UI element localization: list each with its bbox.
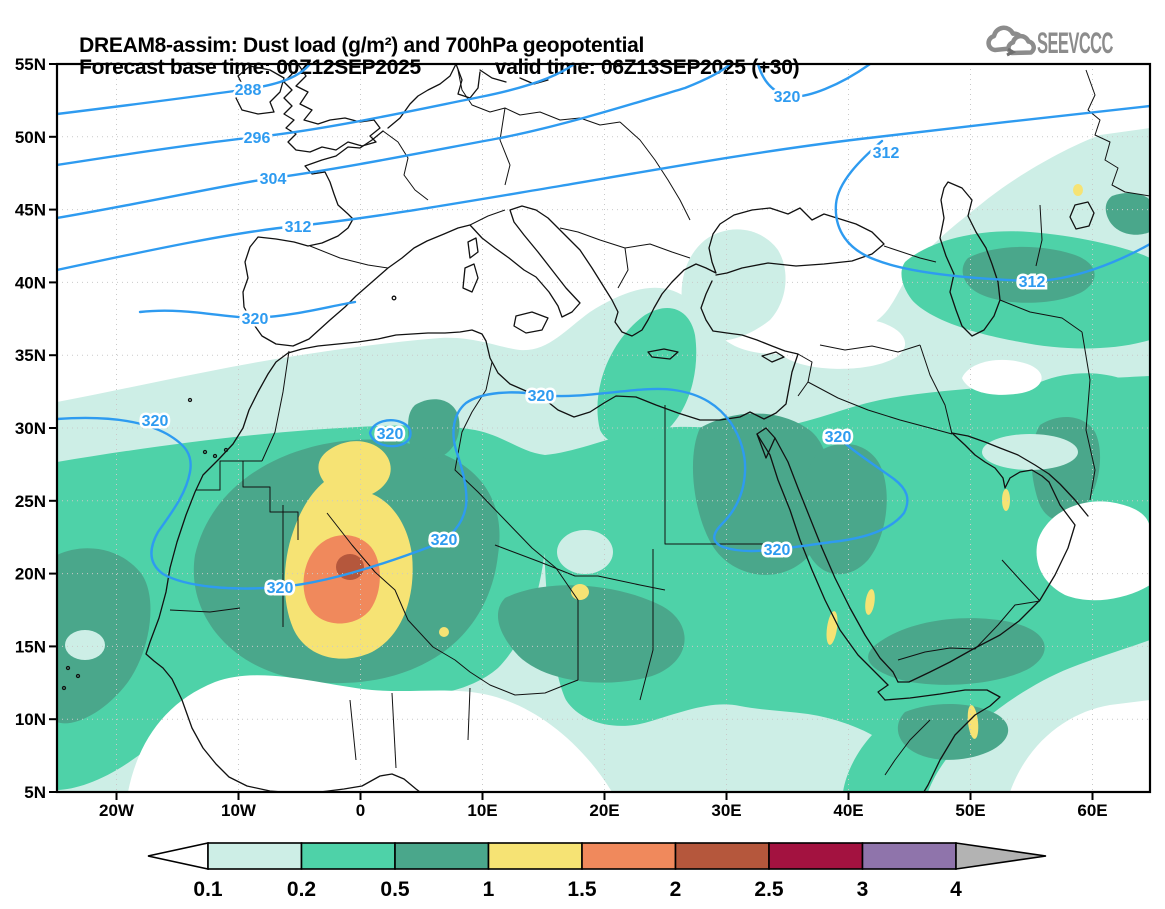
contour-label: 304 — [260, 171, 287, 188]
colorbar-segment — [207, 842, 303, 870]
colorbar-label: 2 — [670, 878, 682, 901]
colorbar: 0.1 0.2 0.5 1 1.5 2 2.5 3 4 — [140, 840, 1060, 909]
contour-label: 320 — [267, 580, 294, 597]
colorbar-label: 1.5 — [567, 878, 597, 901]
y-tick-label: 10N — [15, 710, 46, 729]
colorbar-label: 0.5 — [380, 878, 410, 901]
contour-label: 320 — [431, 532, 458, 549]
x-tick-label: 30E — [711, 801, 741, 820]
y-tick-label: 55N — [15, 55, 46, 74]
x-tick-label: 10E — [467, 801, 497, 820]
colorbar-svg: 0.1 0.2 0.5 1 1.5 2 2.5 3 4 — [147, 842, 1047, 901]
contour-label: 296 — [244, 130, 271, 147]
colorbar-segment — [487, 842, 583, 870]
coastlines — [61, 64, 1095, 792]
chart-subtitle: Forecast base time: 00Z12SEP2025 valid ti… — [57, 32, 799, 104]
contour-label: 320 — [774, 89, 801, 106]
x-tick-label: 60E — [1077, 801, 1107, 820]
colorbar-segment — [300, 842, 396, 870]
colorbar-segment — [674, 842, 770, 870]
contour-label: 320 — [377, 426, 404, 443]
y-tick-label: 40N — [15, 273, 46, 292]
chart-title: DREAM8-assim: Dust load (g/m²) and 700hP… — [57, 10, 644, 82]
colorbar-label: 4 — [950, 878, 962, 901]
colorbar-above-arrow — [955, 842, 1047, 870]
y-tick-label: 45N — [15, 201, 46, 220]
colorbar-segment — [394, 842, 490, 870]
y-tick-label: 5N — [24, 783, 46, 802]
contour-label: 288 — [235, 82, 262, 99]
dust-fill-layer — [57, 128, 1150, 792]
graticule — [57, 64, 1150, 792]
geopotential-contours — [57, 64, 1150, 590]
colorbar-label: 3 — [857, 878, 869, 901]
x-axis: 20W 10W 0 10E 20E 30E 40E 50E 60E — [99, 792, 1108, 820]
contour-label: 312 — [285, 219, 312, 236]
contour-labels: 288 296 304 312 312 312 320 320 320 320 320 320 320 3… — [139, 80, 1048, 600]
logo-text: SEEVCCC — [1037, 26, 1113, 60]
x-tick-label: 50E — [955, 801, 985, 820]
y-tick-label: 20N — [15, 565, 46, 584]
colorbar-segment — [861, 842, 957, 870]
x-tick-label: 40E — [833, 801, 863, 820]
contour-label: 312 — [1019, 274, 1046, 291]
x-tick-label: 10W — [221, 801, 257, 820]
colorbar-below-arrow — [147, 842, 209, 870]
y-axis: 55N 50N 45N 40N 35N 30N 25N 20N 15N 10N 5N — [15, 55, 57, 802]
map-canvas: 288 296 304 312 312 312 320 320 320 320 320 320 320 3… — [15, 55, 1152, 820]
country-borders — [169, 69, 1150, 776]
y-tick-label: 35N — [15, 346, 46, 365]
seevccc-logo: SEEVCCC — [985, 24, 1165, 63]
contour-label: 320 — [528, 388, 555, 405]
map-svg: 288 296 304 312 312 312 320 320 320 320 320 320 320 3… — [15, 55, 1152, 820]
colorbar-label: 2.5 — [754, 878, 784, 901]
cloud-icon — [985, 24, 1037, 63]
x-tick-label: 0 — [356, 801, 365, 820]
colorbar-label: 1 — [483, 878, 495, 901]
contour-label: 320 — [242, 311, 269, 328]
colorbar-segment — [768, 842, 864, 870]
title-text: DREAM8-assim: Dust load (g/m²) and 700hP… — [79, 34, 645, 57]
contour-label: 320 — [764, 542, 791, 559]
y-tick-label: 50N — [15, 128, 46, 147]
y-tick-label: 30N — [15, 419, 46, 438]
y-tick-label: 25N — [15, 492, 46, 511]
x-tick-label: 20E — [589, 801, 619, 820]
x-tick-label: 20W — [99, 801, 135, 820]
colorbar-label: 0.1 — [193, 878, 223, 901]
colorbar-segment — [581, 842, 677, 870]
y-tick-label: 15N — [15, 637, 46, 656]
contour-label: 312 — [873, 145, 900, 162]
contour-label: 320 — [142, 413, 169, 430]
colorbar-label: 0.2 — [287, 878, 316, 901]
contour-label: 320 — [825, 429, 852, 446]
forecast-base-time: Forecast base time: 00Z12SEP2025 — [79, 56, 421, 79]
